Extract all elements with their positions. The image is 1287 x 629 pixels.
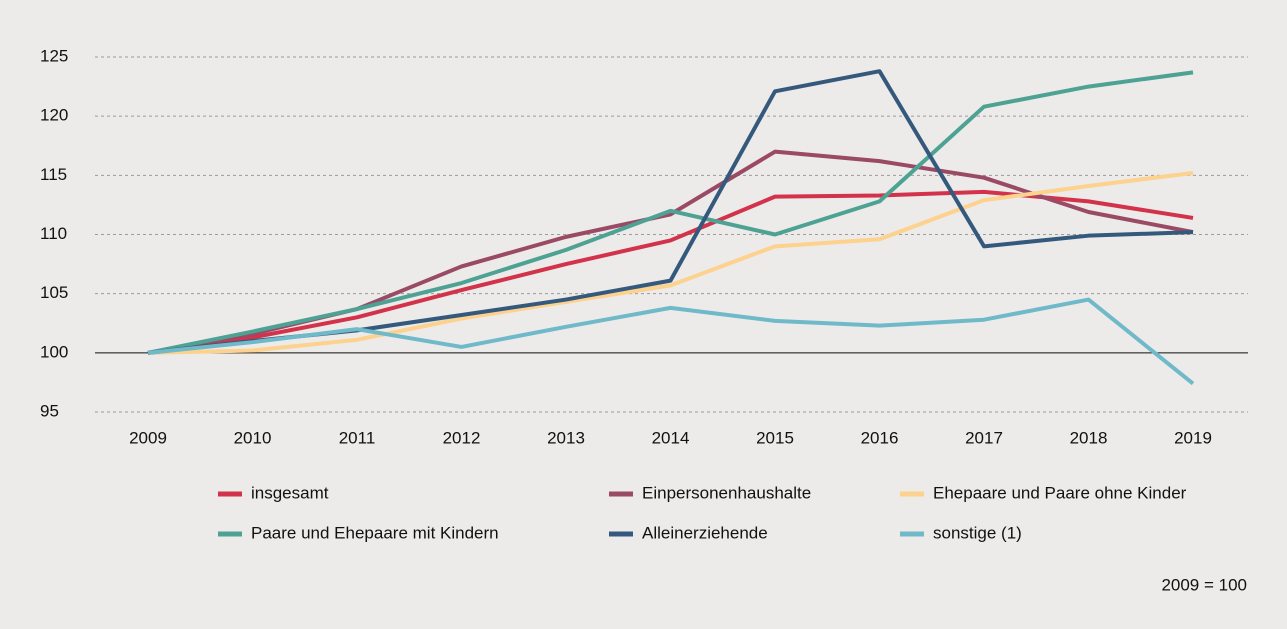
- x-tick-label: 2018: [1070, 428, 1108, 447]
- y-tick-label: 120: [40, 106, 68, 125]
- x-tick-label: 2017: [965, 428, 1003, 447]
- x-tick-label: 2015: [756, 428, 794, 447]
- x-tick-label: 2013: [547, 428, 585, 447]
- legend-label: Alleinerziehende: [642, 523, 768, 542]
- y-tick-label: 105: [40, 283, 68, 302]
- series-line: [147, 297, 1195, 386]
- legend-label: Paare und Ehepaare mit Kindern: [251, 523, 499, 542]
- y-tick-label: 100: [40, 342, 68, 361]
- x-tick-label: 2014: [652, 428, 690, 447]
- legend-label: insgesamt: [251, 483, 329, 502]
- note: 2009 = 100: [1161, 575, 1247, 594]
- legend-label: Einpersonenhaushalte: [642, 483, 811, 502]
- legend-label: Ehepaare und Paare ohne Kinder: [933, 483, 1187, 502]
- y-tick-label: 125: [40, 46, 68, 65]
- series-line: [147, 170, 1194, 355]
- x-tick-label: 2009: [129, 428, 167, 447]
- x-tick-label: 2012: [443, 428, 481, 447]
- x-tick-label: 2019: [1174, 428, 1212, 447]
- legend-label: sonstige (1): [933, 523, 1022, 542]
- x-tick-label: 2010: [234, 428, 272, 447]
- x-tick-label: 2016: [861, 428, 899, 447]
- series-line: [147, 70, 1194, 355]
- y-tick-label: 110: [40, 224, 67, 243]
- y-tick-label: 115: [40, 165, 67, 184]
- x-tick-label: 2011: [339, 428, 376, 447]
- y-tick-label: 95: [40, 401, 59, 420]
